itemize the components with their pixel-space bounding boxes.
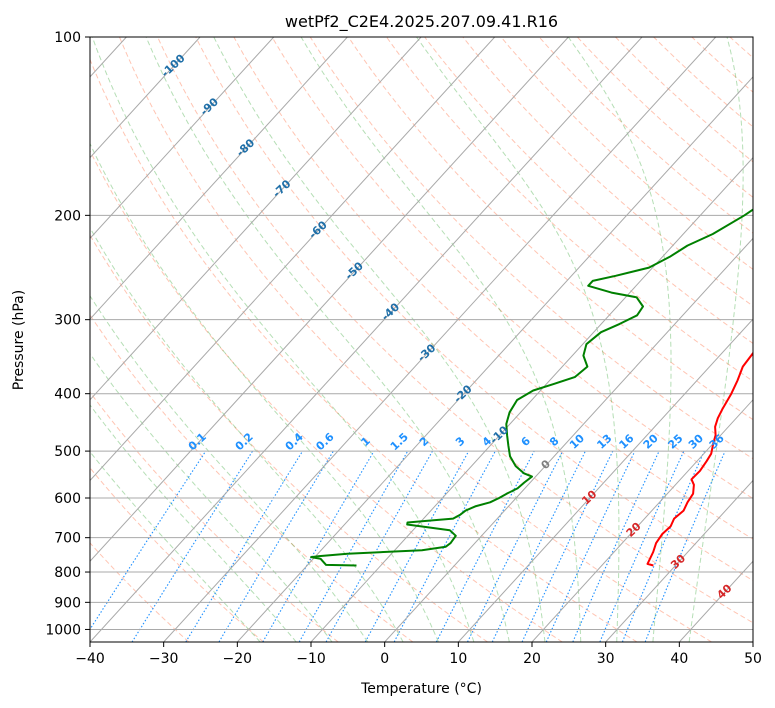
isotherm-line [163,37,717,642]
x-axis-ticks: −40 −30 −20 −10 0 10 20 30 40 50 [75,642,762,667]
dry-adiabat [90,58,638,642]
isotherm-line [236,76,753,642]
x-axis-title: Temperature (°C) [360,681,482,697]
y-tick-label: 600 [54,491,81,507]
dry-adiabat [90,149,563,642]
mixing-ratio-line [621,450,705,642]
y-tick-label: 100 [54,30,81,46]
isotherm-line [531,399,753,642]
y-tick-label: 400 [54,387,81,403]
isotherm-line [90,37,422,401]
dry-adiabat [271,37,753,500]
y-tick-label: 900 [54,595,81,611]
y-tick-label: 1000 [45,622,81,638]
plot-area [90,37,753,642]
dry-adiabat [90,314,414,642]
dry-adiabat [90,234,488,642]
mixing-ratio-line [364,450,470,642]
moist-adiabat [90,142,439,642]
temperature-profile-line [646,351,753,567]
x-tick-label: −40 [75,651,105,667]
dry-adiabat [615,37,753,163]
x-tick-label: 40 [670,651,688,667]
isotherm-line [90,37,643,642]
mixing-ratio-line [467,450,564,642]
dry-adiabat [118,37,712,642]
mixing-ratio-line [572,450,660,642]
isotherm-line [605,479,753,642]
plot-frame [89,36,754,643]
mixing-ratio-line [435,450,535,642]
x-tick-label: 0 [380,651,389,667]
mixing-ratio-line [393,450,496,642]
isotherm-line [384,237,753,642]
isotherm-line [90,37,496,482]
dry-adiabat [500,37,753,271]
mixing-ratio-line [545,450,636,642]
dry-adiabat [462,37,753,307]
chart-title: wetPf2_C2E4.2025.207.09.41.R16 [285,12,558,32]
y-tick-label: 300 [54,313,81,329]
x-tick-label: 20 [523,651,541,667]
mixing-ratio-line [599,450,685,642]
dry-adiabat [195,37,753,582]
skewed-isotherms [90,37,753,642]
mixing-ratio-line [218,450,334,642]
mixing-ratio-line [131,450,254,642]
mixing-ratio-line [185,450,304,642]
profile-series [310,208,753,567]
x-tick-label: −20 [223,651,253,667]
moist-adiabat [145,37,510,642]
moist-adiabat [90,294,369,642]
mixing-ratio-line [90,450,207,631]
dry-adiabat [309,37,753,460]
dry-adiabat [157,37,753,624]
y-axis-title: Pressure (hPa) [11,290,27,390]
x-tick-label: −30 [149,651,179,667]
x-tick-label: 10 [449,651,467,667]
dry-adiabat [424,37,753,344]
mixing-ratio-lines [90,450,726,642]
isotherm-line [310,156,753,642]
dry-adiabat [347,37,753,421]
y-tick-label: 700 [54,531,81,547]
isotherm-line [90,37,275,240]
mixing-ratio-line [521,450,614,642]
isotherm-line [457,318,753,642]
dry-adiabats [90,37,753,642]
isotherm-line [90,37,201,159]
moist-adiabat [90,226,404,642]
y-tick-label: 800 [54,565,81,581]
moist-adiabat [91,37,475,642]
y-axis-ticks: 100 200 300 400 500 600 700 800 900 1000 [45,30,90,638]
x-tick-label: −10 [296,651,326,667]
moist-adiabat [90,404,297,642]
dry-adiabat [538,37,753,234]
moist-adiabat [567,37,672,642]
dry-adiabat [386,37,753,382]
moist-adiabat [90,450,261,642]
isotherm-line [90,37,569,563]
dry-adiabat [233,37,753,540]
x-tick-label: 50 [744,651,762,667]
y-tick-label: 500 [54,444,81,460]
moist-adiabat [688,37,744,642]
dewpoint-profile-line [310,208,753,567]
isotherm-line [90,37,348,320]
moist-adiabat [213,37,546,642]
y-tick-label: 200 [54,208,81,224]
dry-adiabat [90,391,339,642]
x-tick-label: 30 [597,651,615,667]
dry-adiabat [576,37,753,198]
moist-adiabats [90,37,744,642]
mixing-ratio-line [325,450,433,642]
